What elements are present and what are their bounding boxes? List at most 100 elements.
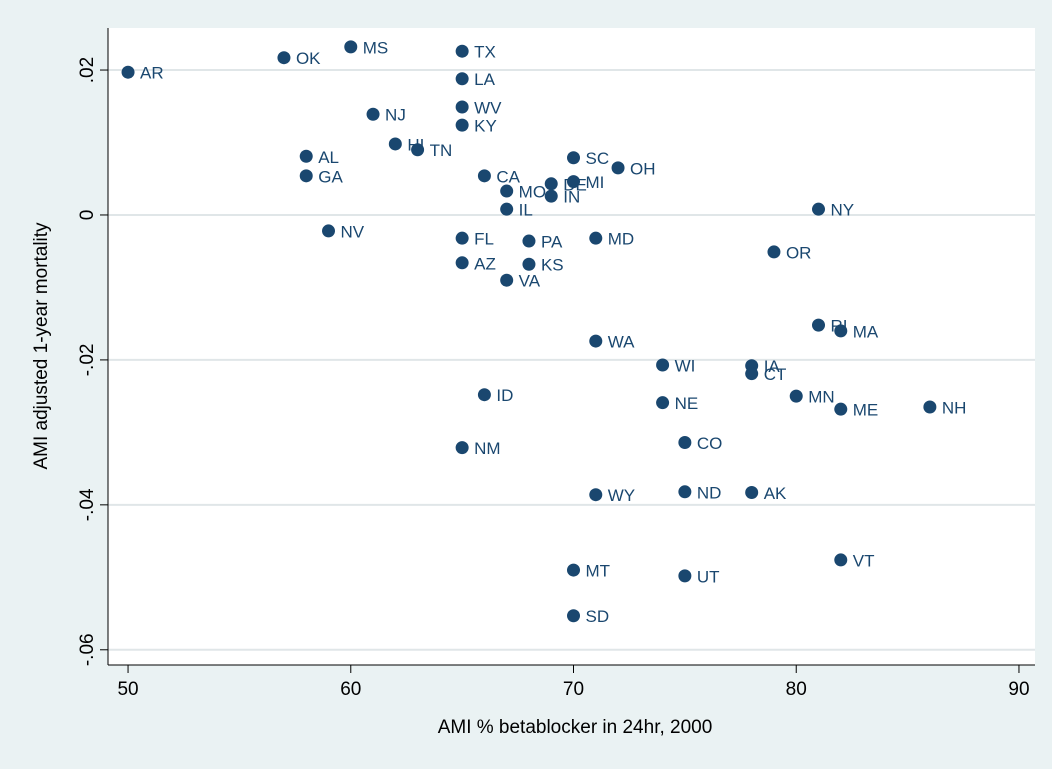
point-label: MT	[586, 562, 611, 581]
point	[656, 358, 670, 372]
point	[678, 569, 692, 583]
point-label: MI	[586, 173, 605, 192]
point-label: CO	[697, 434, 723, 453]
point-label: VA	[519, 272, 541, 291]
point	[344, 40, 358, 54]
point-label: FL	[474, 230, 494, 249]
point-label: MS	[363, 38, 389, 57]
point	[522, 257, 536, 271]
point	[834, 553, 848, 567]
point	[500, 273, 514, 287]
point	[678, 485, 692, 499]
y-tick-label: -.02	[77, 344, 98, 377]
point-label: UT	[697, 567, 720, 586]
point	[455, 441, 469, 455]
point-label: MO	[519, 183, 546, 202]
point-label: TX	[474, 43, 496, 62]
point	[455, 100, 469, 114]
point	[500, 202, 514, 216]
point	[544, 189, 558, 203]
point	[678, 436, 692, 450]
point-label: ID	[496, 386, 513, 405]
point-label: AL	[318, 148, 339, 167]
point	[567, 175, 581, 189]
point	[455, 256, 469, 270]
point-label: KS	[541, 256, 564, 275]
point	[589, 231, 603, 245]
x-tick-label: 70	[563, 679, 584, 700]
point	[567, 609, 581, 623]
x-tick-label: 80	[786, 679, 807, 700]
point-label: SC	[586, 149, 610, 168]
point-label: MN	[808, 388, 834, 407]
point	[611, 161, 625, 175]
y-tick-label: 0	[77, 210, 98, 221]
point-label: CT	[764, 365, 787, 384]
point-label: WY	[608, 486, 635, 505]
point	[388, 137, 402, 151]
point	[477, 169, 491, 183]
x-tick-label: 90	[1008, 679, 1029, 700]
point	[567, 563, 581, 577]
point-label: OK	[296, 49, 321, 68]
x-tick-label: 50	[117, 679, 138, 700]
point	[322, 224, 336, 238]
point	[589, 488, 603, 502]
point	[455, 44, 469, 58]
point	[477, 388, 491, 402]
point-label: NM	[474, 439, 500, 458]
point	[544, 177, 558, 191]
x-axis-title: AMI % betablocker in 24hr, 2000	[438, 717, 713, 738]
point	[299, 169, 313, 183]
point-label: NV	[341, 222, 365, 241]
point-label: GA	[318, 167, 343, 186]
point-label: TN	[430, 141, 453, 160]
point	[834, 324, 848, 338]
point-label: LA	[474, 70, 495, 89]
point	[522, 234, 536, 248]
point	[767, 245, 781, 259]
point-label: VT	[853, 551, 875, 570]
plot-area	[108, 28, 1035, 665]
point-label: IL	[519, 201, 533, 220]
point	[812, 202, 826, 216]
point	[656, 396, 670, 410]
y-tick-label: .02	[77, 57, 98, 83]
point-label: IN	[563, 188, 580, 207]
x-tick-label: 60	[340, 679, 361, 700]
point-label: ME	[853, 401, 879, 420]
point	[455, 118, 469, 132]
point	[455, 231, 469, 245]
point	[923, 400, 937, 414]
point-label: CA	[496, 167, 520, 186]
point-label: NJ	[385, 106, 406, 125]
point-label: OH	[630, 159, 656, 178]
point-label: MA	[853, 322, 879, 341]
point	[299, 149, 313, 163]
point	[812, 318, 826, 332]
y-axis-title: AMI adjusted 1-year mortality	[31, 222, 52, 470]
point-label: PA	[541, 233, 563, 252]
point-label: SD	[586, 607, 610, 626]
point-label: KY	[474, 117, 497, 136]
point	[567, 151, 581, 165]
point	[834, 402, 848, 416]
point	[745, 486, 759, 500]
point-label: NH	[942, 398, 967, 417]
point-label: WI	[675, 356, 696, 375]
point	[789, 389, 803, 403]
y-tick-label: -.06	[77, 633, 98, 666]
point-label: WA	[608, 333, 635, 352]
point-label: ND	[697, 483, 722, 502]
point-label: OR	[786, 243, 812, 262]
point	[121, 65, 135, 79]
point	[745, 367, 759, 381]
point	[455, 72, 469, 86]
point	[589, 334, 603, 348]
point-label: MD	[608, 230, 634, 249]
point-label: WV	[474, 98, 502, 117]
point-label: AK	[764, 484, 787, 503]
point	[366, 107, 380, 121]
point	[277, 51, 291, 65]
